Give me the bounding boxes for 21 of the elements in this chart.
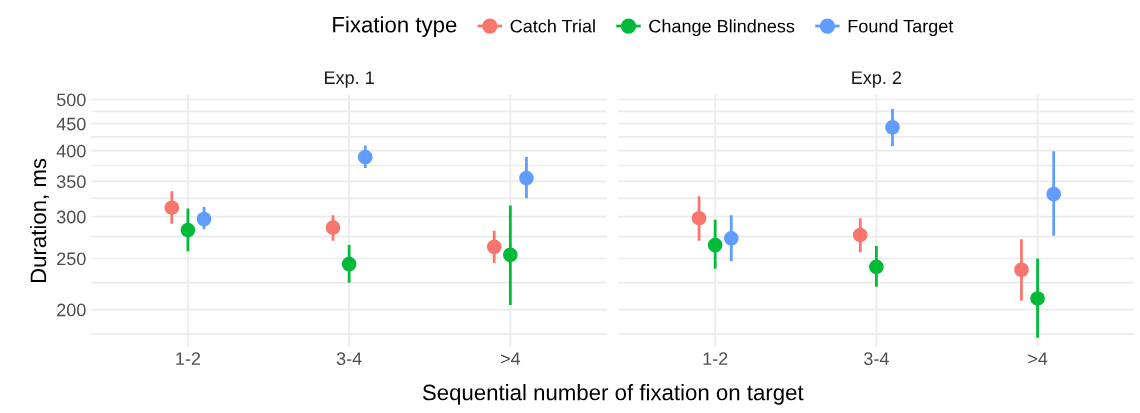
x-tick-label: >4 — [500, 352, 521, 365]
chart-title: Exp. 1 — [325, 71, 374, 88]
legend-label: Found Target — [848, 19, 954, 37]
legend-title: Fixation type — [333, 16, 457, 37]
x-tick-label: >4 — [1028, 352, 1048, 365]
x-tick-label: 1-2 — [703, 352, 728, 365]
chart-title: Exp. 2 — [852, 71, 902, 88]
y-tick-label: 350 — [56, 175, 86, 189]
y-tick-label: 400 — [56, 144, 86, 158]
legend-label: Catch Trial — [510, 19, 595, 33]
y-tick-label: 450 — [56, 117, 86, 131]
y-tick-label: 500 — [56, 93, 86, 107]
y-tick-label: 300 — [56, 210, 86, 224]
x-tick-label: 3-4 — [864, 352, 889, 366]
x-tick-label: 1-2 — [176, 352, 201, 365]
legend-label: Change Blindness — [649, 19, 795, 37]
x-tick-label: 3-4 — [336, 352, 362, 366]
y-axis-title: Duration, ms — [29, 158, 49, 283]
y-tick-label: 250 — [57, 252, 86, 266]
y-tick-label: 200 — [57, 303, 86, 317]
x-axis-title: Sequential number of fixation on target — [422, 384, 804, 405]
